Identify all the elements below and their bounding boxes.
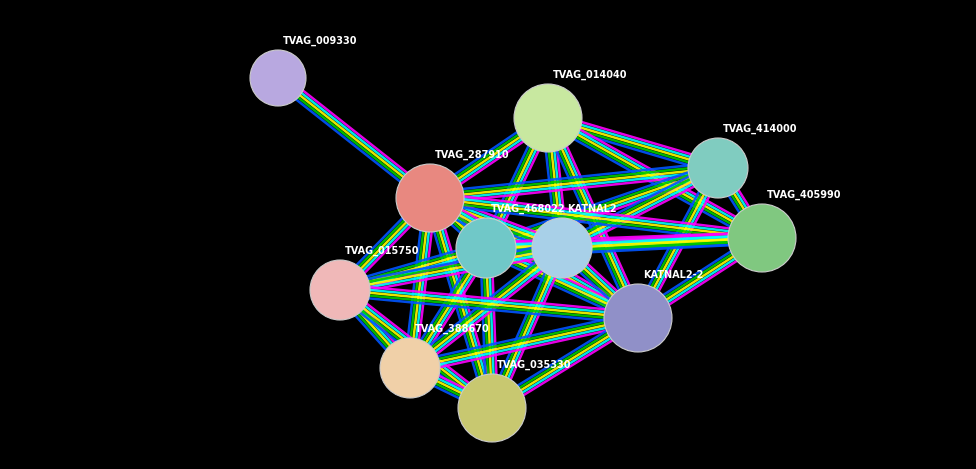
Text: TVAG_287910: TVAG_287910 [435, 150, 509, 160]
Text: TVAG_468022: TVAG_468022 [491, 204, 566, 214]
Circle shape [604, 284, 672, 352]
Circle shape [688, 138, 748, 198]
Circle shape [396, 164, 464, 232]
Text: TVAG_414000: TVAG_414000 [723, 124, 797, 134]
Text: TVAG_388670: TVAG_388670 [415, 324, 490, 334]
Circle shape [532, 218, 592, 278]
Circle shape [728, 204, 796, 272]
Text: KATNAL2: KATNAL2 [567, 204, 617, 214]
Text: TVAG_009330: TVAG_009330 [283, 36, 357, 46]
Circle shape [250, 50, 306, 106]
Circle shape [458, 374, 526, 442]
Text: TVAG_015750: TVAG_015750 [345, 246, 420, 256]
Text: TVAG_405990: TVAG_405990 [767, 190, 841, 200]
Circle shape [380, 338, 440, 398]
Text: TVAG_035330: TVAG_035330 [497, 360, 572, 370]
Text: TVAG_014040: TVAG_014040 [553, 70, 628, 80]
Circle shape [514, 84, 582, 152]
Circle shape [456, 218, 516, 278]
Text: KATNAL2-2: KATNAL2-2 [643, 270, 704, 280]
Circle shape [310, 260, 370, 320]
